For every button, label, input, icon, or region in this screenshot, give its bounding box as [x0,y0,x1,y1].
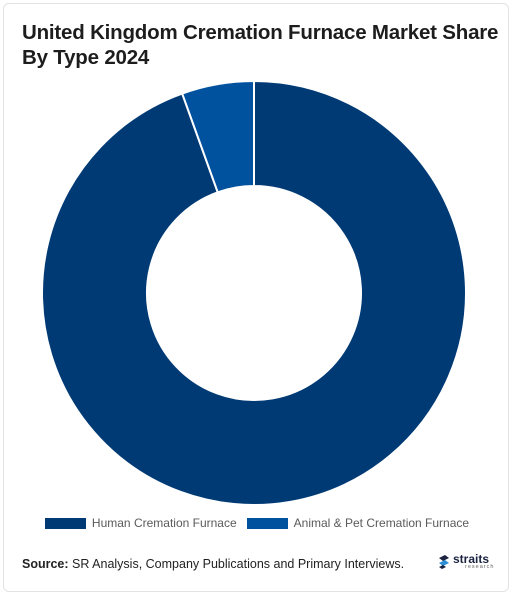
legend-label-human: Human Cremation Furnace [91,516,237,530]
logo-word: straits [453,552,490,566]
chart-frame [3,3,509,592]
legend-label-animal: Animal & Pet Cremation Furnace [293,516,470,530]
legend-item-human[interactable]: Human Cremation Furnace [44,516,237,530]
slice-human-cremation-furnace[interactable] [41,79,467,506]
slice-animal-pet-cremation-furnace[interactable] [180,79,255,194]
logo-sub: research [465,564,495,570]
chart-title: United Kingdom Cremation Furnace Market … [22,21,499,69]
logo-mark-icon [439,554,449,569]
source-label: Source: [22,557,69,571]
legend: Human Cremation Furnace Animal & Pet Cre… [0,516,514,530]
source-text: SR Analysis, Company Publications and Pr… [68,557,405,571]
legend-swatch-human [44,517,86,529]
legend-item-animal[interactable]: Animal & Pet Cremation Furnace [246,516,470,530]
legend-swatch-animal [246,517,288,529]
source-note: Source: SR Analysis, Company Publication… [22,557,404,571]
straits-logo: straits research [437,553,494,571]
